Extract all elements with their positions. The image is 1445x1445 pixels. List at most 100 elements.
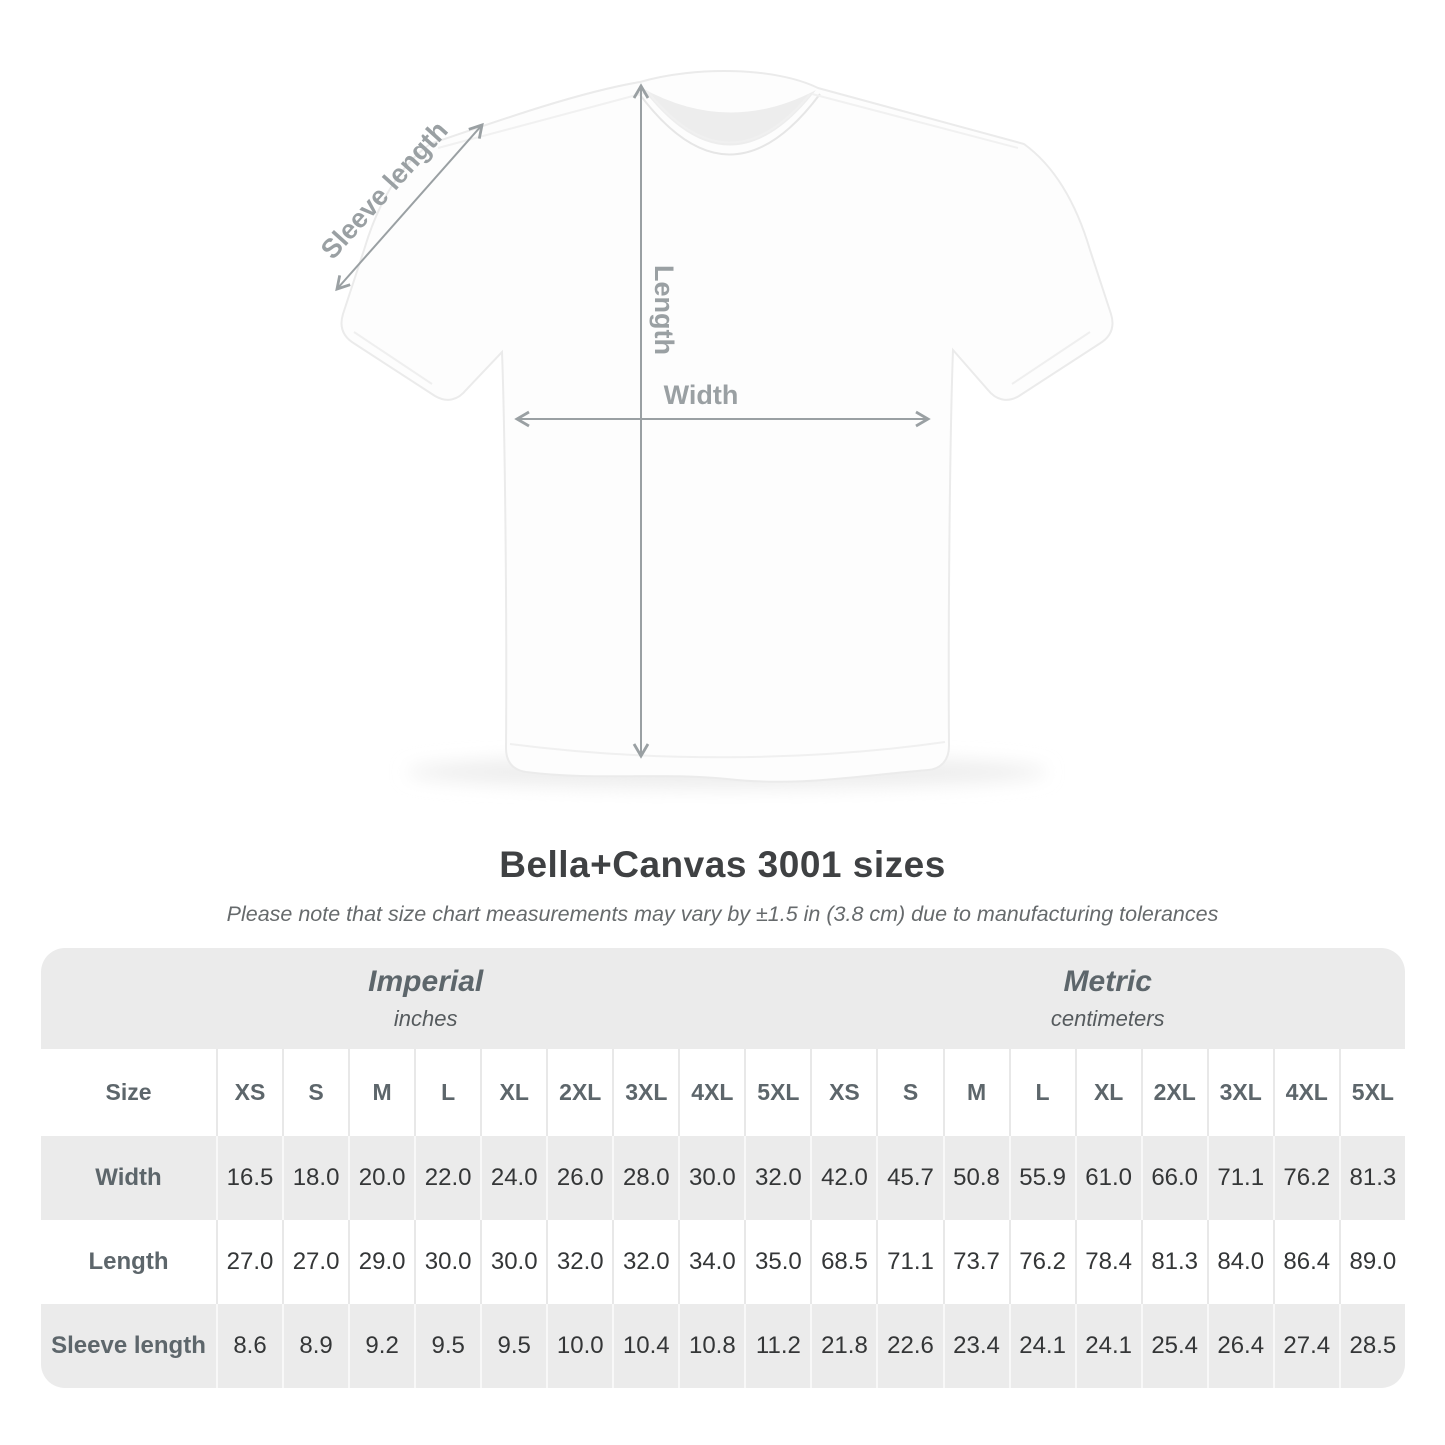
length-label: Length	[649, 265, 679, 355]
size-cell: S	[876, 1049, 943, 1136]
value-cell: 50.8	[942, 1136, 1009, 1220]
value-cell: 71.1	[876, 1220, 943, 1304]
value-cell: 10.0	[546, 1304, 613, 1388]
value-cell: 76.2	[1008, 1220, 1075, 1304]
metric-label: Metric	[1063, 965, 1152, 999]
size-cell: XL	[1074, 1049, 1141, 1136]
value-cell: 76.2	[1272, 1136, 1339, 1220]
value-cell: 20.0	[348, 1136, 415, 1220]
value-cell: 11.2	[744, 1304, 811, 1388]
value-cell: 89.0	[1338, 1220, 1405, 1304]
shoulder-seam-right	[811, 93, 1019, 149]
size-cell: L	[1008, 1049, 1075, 1136]
value-cell: 10.4	[612, 1304, 679, 1388]
bottom-hem-stitch	[509, 741, 946, 759]
table-row-width: Width 16.5 18.0 20.0 22.0 24.0 26.0 28.0…	[41, 1136, 1405, 1220]
value-cell: 45.7	[876, 1136, 943, 1220]
value-cell: 24.0	[480, 1136, 547, 1220]
collar-band	[637, 91, 821, 156]
value-cell: 73.7	[942, 1220, 1009, 1304]
size-cell: 2XL	[1140, 1049, 1207, 1136]
metric-unit: centimeters	[1050, 1005, 1165, 1031]
size-cell: 4XL	[678, 1049, 745, 1136]
page-title: Bella+Canvas 3001 sizes	[499, 844, 946, 885]
value-cell: 9.2	[348, 1304, 415, 1388]
value-cell: 24.1	[1008, 1304, 1075, 1388]
value-cell: 16.5	[216, 1136, 283, 1220]
value-cell: 26.0	[546, 1136, 613, 1220]
size-label: Size	[41, 1049, 216, 1136]
value-cell: 8.6	[216, 1304, 283, 1388]
sleeve-hem-right	[1011, 331, 1091, 385]
size-cell: S	[282, 1049, 349, 1136]
value-cell: 32.0	[612, 1220, 679, 1304]
value-cell: 25.4	[1140, 1304, 1207, 1388]
size-cell: XS	[810, 1049, 877, 1136]
sleeve-hem-left	[353, 331, 433, 385]
width-label: Width	[664, 380, 739, 410]
value-cell: 81.3	[1338, 1136, 1405, 1220]
value-cell: 84.0	[1206, 1220, 1273, 1304]
size-cell: L	[414, 1049, 481, 1136]
table-row-length: Length 27.0 27.0 29.0 30.0 30.0 32.0 32.…	[41, 1220, 1405, 1304]
value-cell: 35.0	[744, 1220, 811, 1304]
value-cell: 27.0	[282, 1220, 349, 1304]
value-cell: 55.9	[1008, 1136, 1075, 1220]
size-cell: 5XL	[1338, 1049, 1405, 1136]
tolerance-note: Please note that size chart measurements…	[226, 902, 1219, 926]
value-cell: 30.0	[414, 1220, 481, 1304]
size-cell: 3XL	[612, 1049, 679, 1136]
value-cell: 42.0	[810, 1136, 877, 1220]
value-cell: 22.0	[414, 1136, 481, 1220]
tshirt-figure: Sleeve length Length Width	[315, 70, 1114, 788]
imperial-header: Imperial inches	[41, 948, 811, 1049]
value-cell: 86.4	[1272, 1220, 1339, 1304]
table-row-sleeve-length: Sleeve length 8.6 8.9 9.2 9.5 9.5 10.0 1…	[41, 1304, 1405, 1388]
value-cell: 22.6	[876, 1304, 943, 1388]
size-cell: 5XL	[744, 1049, 811, 1136]
collar-band-inner	[647, 91, 811, 144]
row-label: Length	[41, 1220, 216, 1304]
unit-header-row: Imperial inches Metric centimeters	[41, 948, 1405, 1049]
size-header-row: Size XS S M L XL 2XL 3XL 4XL 5XL XS S M …	[41, 1049, 1405, 1136]
imperial-label: Imperial	[368, 965, 484, 999]
size-cell: 3XL	[1206, 1049, 1273, 1136]
value-cell: 78.4	[1074, 1220, 1141, 1304]
value-cell: 9.5	[480, 1304, 547, 1388]
value-cell: 29.0	[348, 1220, 415, 1304]
value-cell: 26.4	[1206, 1304, 1273, 1388]
value-cell: 24.1	[1074, 1304, 1141, 1388]
value-cell: 68.5	[810, 1220, 877, 1304]
value-cell: 23.4	[942, 1304, 1009, 1388]
row-label: Sleeve length	[41, 1304, 216, 1388]
value-cell: 32.0	[546, 1220, 613, 1304]
value-cell: 28.0	[612, 1136, 679, 1220]
size-table: Imperial inches Metric centimeters Size …	[41, 948, 1405, 1388]
size-cell: 4XL	[1272, 1049, 1339, 1136]
value-cell: 10.8	[678, 1304, 745, 1388]
size-table-wrap: Imperial inches Metric centimeters Size …	[41, 948, 1405, 1388]
value-cell: 28.5	[1338, 1304, 1405, 1388]
collar-opening	[642, 88, 816, 146]
value-cell: 27.4	[1272, 1304, 1339, 1388]
size-cell: 2XL	[546, 1049, 613, 1136]
row-label: Width	[41, 1136, 216, 1220]
value-cell: 71.1	[1206, 1136, 1273, 1220]
tshirt-shape	[340, 70, 1114, 783]
value-cell: 21.8	[810, 1304, 877, 1388]
imperial-unit: inches	[393, 1005, 458, 1031]
metric-header: Metric centimeters	[810, 948, 1405, 1049]
value-cell: 30.0	[480, 1220, 547, 1304]
value-cell: 66.0	[1140, 1136, 1207, 1220]
sleeve-length-arrow	[335, 122, 484, 292]
value-cell: 30.0	[678, 1136, 745, 1220]
value-cell: 61.0	[1074, 1136, 1141, 1220]
size-cell: XL	[480, 1049, 547, 1136]
size-cell: XS	[216, 1049, 283, 1136]
value-cell: 34.0	[678, 1220, 745, 1304]
size-cell: M	[348, 1049, 415, 1136]
value-cell: 32.0	[744, 1136, 811, 1220]
value-cell: 18.0	[282, 1136, 349, 1220]
tshirt-diagram: Sleeve length Length Width	[315, 70, 1114, 788]
